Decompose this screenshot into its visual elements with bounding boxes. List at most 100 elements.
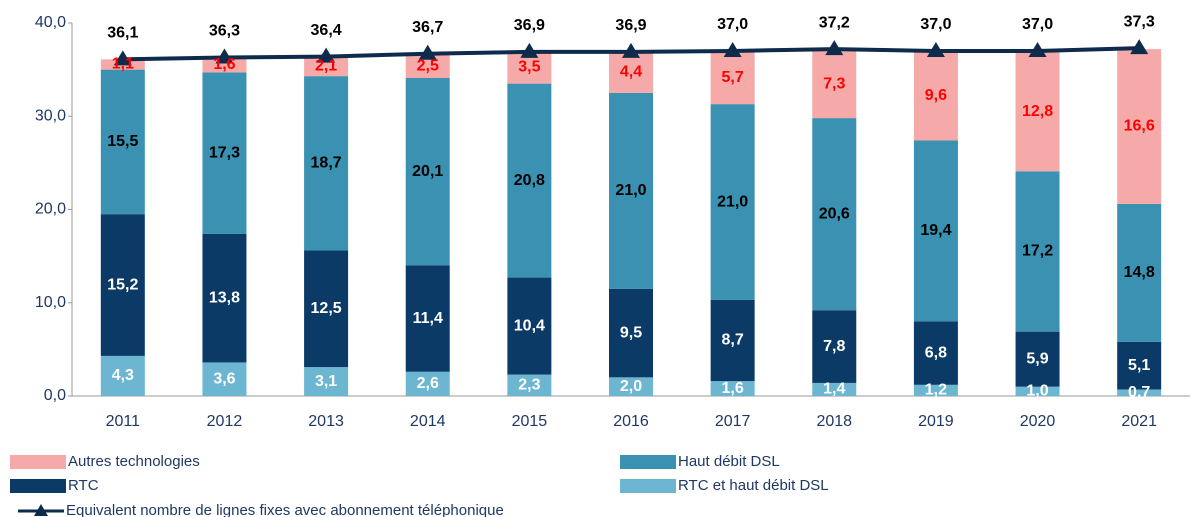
data-label: 1,2 — [925, 382, 947, 399]
data-label: 19,4 — [920, 222, 951, 239]
bar-segment — [812, 382, 857, 396]
legend-swatch — [10, 455, 66, 469]
bar-segment — [405, 54, 450, 79]
bar-segment — [812, 118, 857, 311]
line-marker — [1028, 41, 1047, 57]
bar-segment — [202, 72, 247, 234]
data-label: 18,7 — [311, 155, 342, 172]
bar-segment — [710, 50, 755, 105]
bar-segment — [100, 355, 145, 396]
bar-segment — [405, 78, 450, 266]
x-tick-label: 2020 — [1020, 413, 1056, 430]
bar-segment — [710, 381, 755, 396]
data-label: 1,4 — [823, 381, 845, 398]
y-tick-label: 0,0 — [44, 387, 66, 404]
bar-segment — [1117, 49, 1162, 204]
data-label: 0,7 — [1128, 384, 1150, 401]
bar-segment — [1117, 203, 1162, 342]
x-tick-label: 2015 — [512, 413, 548, 430]
bar-segment — [304, 56, 349, 77]
x-tick-label: 2011 — [106, 413, 141, 430]
bar-segment — [812, 50, 857, 119]
data-label: 12,8 — [1022, 103, 1053, 120]
x-tick-label: 2018 — [816, 413, 852, 430]
data-label: 12,5 — [311, 300, 342, 317]
data-label: 7,3 — [823, 75, 845, 92]
data-label: 4,4 — [620, 64, 642, 81]
data-label: 20,8 — [514, 172, 545, 189]
bar-segment — [913, 384, 958, 396]
y-tick-label: 40,0 — [35, 14, 66, 31]
legend-label: Equivalent nombre de lignes fixes avec a… — [66, 502, 504, 517]
bar-segment — [913, 140, 958, 322]
y-tick-label: 20,0 — [35, 201, 66, 218]
data-label: 17,2 — [1022, 243, 1053, 260]
data-label: 3,5 — [518, 59, 540, 76]
data-label: 15,5 — [107, 133, 138, 150]
bar-segment — [1015, 331, 1060, 387]
bar-segment — [609, 92, 653, 289]
bar-segment — [405, 371, 450, 396]
bar-segment — [304, 76, 349, 251]
data-label: 21,0 — [717, 193, 748, 210]
line-marker — [418, 44, 437, 60]
line-marker — [215, 48, 234, 64]
legend-label: Haut débit DSL — [678, 453, 780, 470]
data-label: 2,6 — [417, 375, 439, 392]
data-label: 5,7 — [722, 69, 744, 86]
data-label: 5,1 — [1128, 357, 1150, 374]
x-tick-label: 2019 — [918, 413, 954, 430]
data-label: 11,4 — [413, 310, 443, 327]
legend-swatch — [620, 479, 676, 493]
data-label: 36,3 — [209, 23, 240, 40]
data-label: 36,9 — [615, 17, 646, 34]
line-marker — [723, 41, 742, 57]
bar-segment — [507, 83, 552, 278]
x-tick-label: 2014 — [410, 413, 446, 430]
data-label: 1,6 — [722, 380, 744, 397]
y-tick-label: 30,0 — [35, 107, 66, 124]
bar-segment — [507, 277, 552, 375]
data-label: 37,0 — [1022, 16, 1053, 33]
data-label: 15,2 — [107, 276, 138, 293]
data-label: 6,8 — [925, 344, 947, 361]
x-tick-label: 2021 — [1121, 413, 1157, 430]
data-label: 5,9 — [1026, 350, 1048, 367]
data-label: 36,7 — [412, 19, 443, 36]
legend-label: RTC — [68, 477, 99, 494]
data-label: 14,8 — [1124, 264, 1155, 281]
bar-segment — [507, 374, 552, 396]
line-marker — [317, 47, 336, 63]
line-marker — [622, 42, 640, 58]
x-tick-label: 2017 — [715, 413, 751, 430]
data-label: 3,1 — [315, 373, 337, 390]
data-label: 4,3 — [112, 367, 134, 384]
legend-marker — [34, 504, 48, 516]
bar-segment — [1015, 171, 1060, 332]
bar-segment — [100, 69, 145, 215]
data-label: 37,0 — [717, 16, 748, 33]
data-label: 1,6 — [213, 56, 235, 73]
data-label: 10,4 — [514, 317, 545, 334]
bar-segment — [202, 57, 247, 73]
x-tick-label: 2012 — [207, 413, 243, 430]
data-label: 37,3 — [1124, 13, 1155, 30]
bar-segment — [304, 250, 349, 368]
x-tick-label: 2013 — [308, 413, 344, 430]
data-label: 2,0 — [620, 378, 642, 395]
legend-swatch — [620, 455, 676, 469]
data-label: 36,4 — [311, 22, 342, 39]
data-label: 20,1 — [412, 163, 443, 180]
bar-segment — [710, 104, 755, 300]
bar-segment — [100, 214, 145, 356]
bar-segment — [609, 288, 653, 378]
data-label: 16,6 — [1124, 118, 1155, 135]
data-label: 20,6 — [819, 205, 850, 222]
line-marker — [1130, 39, 1149, 55]
bar-segment — [202, 362, 247, 396]
line-marker — [113, 50, 132, 66]
data-label: 17,3 — [209, 144, 240, 161]
bar-segment — [304, 367, 349, 396]
data-label: 2,1 — [315, 58, 337, 75]
